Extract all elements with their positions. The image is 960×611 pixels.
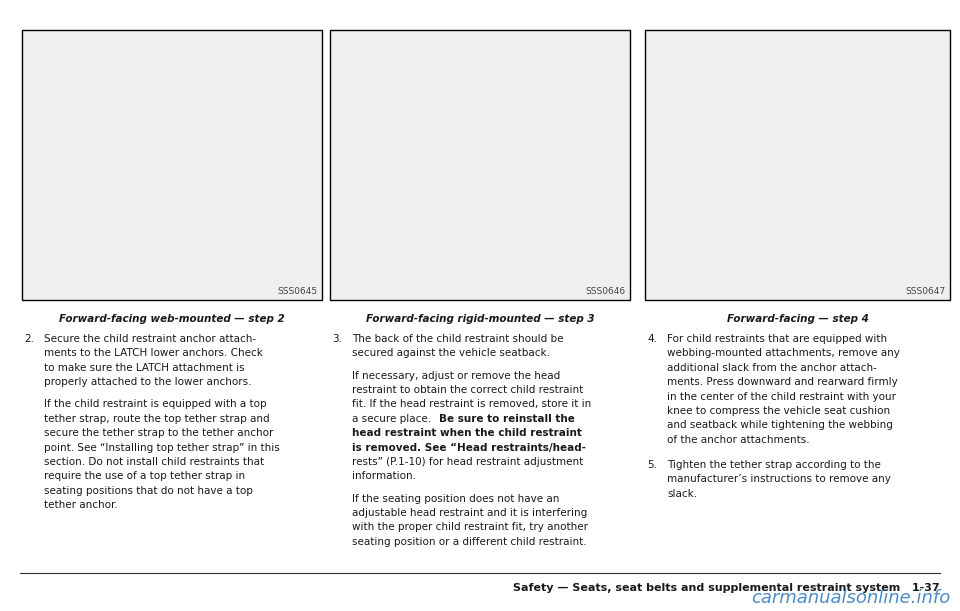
Text: manufacturer’s instructions to remove any: manufacturer’s instructions to remove an… bbox=[667, 474, 891, 484]
Text: knee to compress the vehicle seat cushion: knee to compress the vehicle seat cushio… bbox=[667, 406, 890, 416]
Text: If necessary, adjust or remove the head: If necessary, adjust or remove the head bbox=[352, 371, 561, 381]
Text: is removed. See “Head restraints/head-: is removed. See “Head restraints/head- bbox=[352, 442, 586, 453]
Text: information.: information. bbox=[352, 471, 416, 481]
Text: secured against the vehicle seatback.: secured against the vehicle seatback. bbox=[352, 348, 550, 359]
Text: SSS0647: SSS0647 bbox=[906, 287, 946, 296]
Text: SSS0646: SSS0646 bbox=[586, 287, 626, 296]
Text: properly attached to the lower anchors.: properly attached to the lower anchors. bbox=[44, 377, 252, 387]
Bar bbox=[645, 30, 950, 300]
Text: Secure the child restraint anchor attach-: Secure the child restraint anchor attach… bbox=[44, 334, 256, 344]
Text: of the anchor attachments.: of the anchor attachments. bbox=[667, 434, 809, 445]
Text: 5.: 5. bbox=[647, 460, 657, 470]
Text: ments. Press downward and rearward firmly: ments. Press downward and rearward firml… bbox=[667, 377, 898, 387]
Text: point. See “Installing top tether strap” in this: point. See “Installing top tether strap”… bbox=[44, 442, 279, 453]
Text: Forward-facing rigid-mounted — step 3: Forward-facing rigid-mounted — step 3 bbox=[366, 314, 594, 324]
Text: Tighten the tether strap according to the: Tighten the tether strap according to th… bbox=[667, 460, 881, 470]
Bar bbox=[330, 30, 630, 300]
Bar bbox=[22, 30, 322, 300]
Text: seating position or a different child restraint.: seating position or a different child re… bbox=[352, 536, 587, 547]
Text: Safety — Seats, seat belts and supplemental restraint system   1-37: Safety — Seats, seat belts and supplemen… bbox=[514, 583, 940, 593]
Text: 2.: 2. bbox=[24, 334, 34, 344]
Text: Forward-facing — step 4: Forward-facing — step 4 bbox=[727, 314, 869, 324]
Text: require the use of a top tether strap in: require the use of a top tether strap in bbox=[44, 471, 245, 481]
Text: secure the tether strap to the tether anchor: secure the tether strap to the tether an… bbox=[44, 428, 274, 438]
Text: with the proper child restraint fit, try another: with the proper child restraint fit, try… bbox=[352, 522, 588, 532]
Text: rests” (P.1-10) for head restraint adjustment: rests” (P.1-10) for head restraint adjus… bbox=[352, 457, 584, 467]
Text: Be sure to reinstall the: Be sure to reinstall the bbox=[439, 414, 574, 424]
Text: If the seating position does not have an: If the seating position does not have an bbox=[352, 494, 560, 503]
Text: 4.: 4. bbox=[647, 334, 657, 344]
Text: section. Do not install child restraints that: section. Do not install child restraints… bbox=[44, 457, 264, 467]
Text: additional slack from the anchor attach-: additional slack from the anchor attach- bbox=[667, 363, 876, 373]
Text: in the center of the child restraint with your: in the center of the child restraint wit… bbox=[667, 392, 896, 401]
Text: If the child restraint is equipped with a top: If the child restraint is equipped with … bbox=[44, 400, 267, 409]
Text: a secure place.: a secure place. bbox=[352, 414, 434, 424]
Text: SSS0645: SSS0645 bbox=[277, 287, 318, 296]
Text: to make sure the LATCH attachment is: to make sure the LATCH attachment is bbox=[44, 363, 245, 373]
Text: head restraint when the child restraint: head restraint when the child restraint bbox=[352, 428, 582, 438]
Text: For child restraints that are equipped with: For child restraints that are equipped w… bbox=[667, 334, 887, 344]
Text: tether anchor.: tether anchor. bbox=[44, 500, 118, 510]
Text: slack.: slack. bbox=[667, 489, 697, 499]
Text: 3.: 3. bbox=[332, 334, 342, 344]
Text: fit. If the head restraint is removed, store it in: fit. If the head restraint is removed, s… bbox=[352, 400, 591, 409]
Text: carmanualsonline.info: carmanualsonline.info bbox=[751, 589, 950, 607]
Text: seating positions that do not have a top: seating positions that do not have a top bbox=[44, 486, 252, 496]
Text: and seatback while tightening the webbing: and seatback while tightening the webbin… bbox=[667, 420, 893, 430]
Text: webbing-mounted attachments, remove any: webbing-mounted attachments, remove any bbox=[667, 348, 900, 359]
Text: adjustable head restraint and it is interfering: adjustable head restraint and it is inte… bbox=[352, 508, 588, 518]
Text: tether strap, route the top tether strap and: tether strap, route the top tether strap… bbox=[44, 414, 270, 424]
Text: restraint to obtain the correct child restraint: restraint to obtain the correct child re… bbox=[352, 385, 584, 395]
Text: The back of the child restraint should be: The back of the child restraint should b… bbox=[352, 334, 564, 344]
Text: ments to the LATCH lower anchors. Check: ments to the LATCH lower anchors. Check bbox=[44, 348, 263, 359]
Text: Forward-facing web-mounted — step 2: Forward-facing web-mounted — step 2 bbox=[60, 314, 285, 324]
